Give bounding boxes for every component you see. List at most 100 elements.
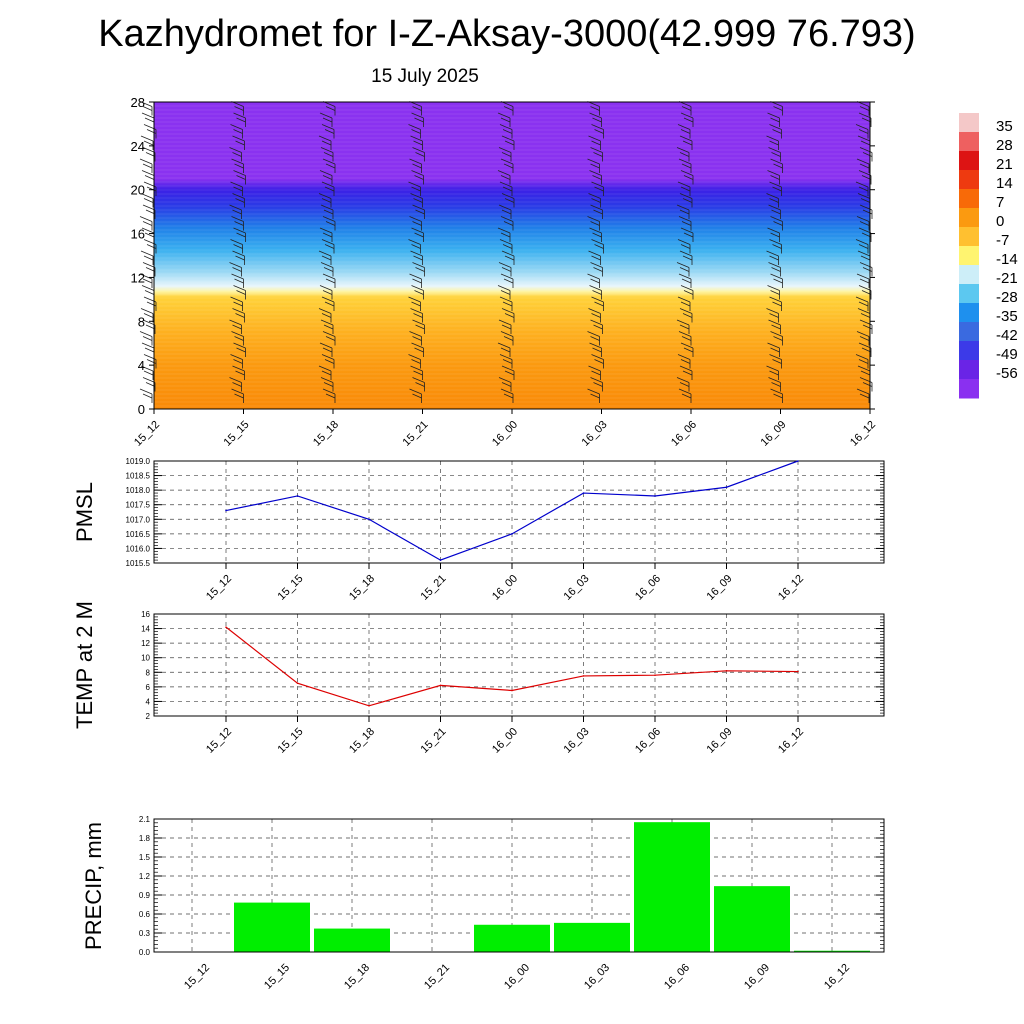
colorbar-swatch	[959, 132, 979, 152]
x-tick-label: 16_12	[776, 726, 806, 756]
x-tick-label: 15_18	[311, 419, 341, 449]
y-tick-label: 4	[138, 358, 145, 373]
colorbar-label: -7	[996, 232, 1009, 249]
y-tick-label: 0.0	[139, 948, 151, 957]
x-tick-label: 15_15	[276, 726, 306, 756]
bar	[794, 950, 870, 952]
data-point	[296, 495, 299, 497]
y-tick-label: 24	[131, 139, 145, 154]
colorbar-swatch	[959, 265, 979, 285]
data-point	[725, 486, 728, 489]
x-tick-label: 15_12	[204, 726, 234, 756]
colorbar-swatch	[959, 113, 979, 133]
y-tick-label: 1018.0	[126, 486, 151, 495]
x-tick-label: 16_00	[490, 726, 520, 756]
colorbar: 35 28 21 14 7 0 -7 -14 -21 -28 -35 -42 -49 -56	[959, 113, 1018, 399]
x-tick-label: 16_12	[822, 962, 852, 992]
colorbar-label: 7	[996, 194, 1004, 211]
temp-panel: 2 4 6 8 10 12 14 16 15_12 15_15 15_18 15_21 16_00 16_…	[72, 601, 885, 756]
y-tick-label: 2.1	[139, 815, 151, 824]
data-point	[654, 495, 656, 497]
colorbar-label: 35	[996, 118, 1013, 135]
heatmap-panel: 0 4 8 12 16 20 24 28 15_12 15_15 15_18 15_21 16_00 16…	[131, 95, 879, 449]
x-tick-label: 16_03	[562, 726, 592, 756]
y-tick-label: 1016.0	[126, 544, 151, 553]
x-tick-label: 16_09	[705, 573, 735, 603]
data-point	[797, 670, 799, 673]
x-tick-label: 15_18	[347, 573, 377, 603]
data-point	[368, 518, 370, 521]
bar	[474, 924, 550, 952]
y-tick-label: 1.5	[139, 853, 151, 862]
plot-area	[154, 614, 884, 716]
colorbar-label: -56	[996, 365, 1018, 382]
colorbar-swatch	[959, 284, 979, 304]
bar	[234, 902, 310, 952]
y-tick-label: 0.3	[139, 929, 151, 938]
y-tick-label: 4	[146, 697, 151, 706]
x-tick-label: 15_18	[342, 962, 372, 992]
data-point	[654, 674, 656, 676]
x-tick-label: 16_06	[669, 419, 699, 449]
colorbar-label: -35	[996, 308, 1018, 325]
x-tick-label: 16_06	[662, 962, 692, 992]
data-point	[439, 684, 442, 687]
colorbar-label: 21	[996, 156, 1013, 173]
colorbar-swatch	[959, 246, 979, 266]
colorbar-swatch	[959, 360, 979, 380]
x-tick-label: 15_12	[132, 419, 162, 449]
colorbar-swatch	[959, 379, 979, 399]
y-tick-label: 12	[131, 270, 145, 285]
y-tick-label: 1.8	[139, 834, 151, 843]
chart-title: Kazhydromet for I-Z-Aksay-3000(42.999 76…	[98, 13, 916, 55]
pmsl-panel: 1015.5 1016.0 1016.5 1017.0 1017.5 1018.0 1018…	[72, 457, 885, 603]
wind-barb-column	[229, 101, 246, 403]
y-tick-label: 0.9	[139, 891, 151, 900]
data-point	[797, 460, 799, 462]
y-tick-label: 0	[138, 402, 145, 417]
wind-barb-column	[408, 101, 425, 403]
colorbar-label: 14	[996, 175, 1013, 192]
x-tick-label: 15_12	[182, 962, 212, 992]
colorbar-swatch	[959, 208, 979, 228]
x-tick-label: 16_06	[633, 726, 663, 756]
data-point	[368, 705, 370, 707]
y-axis-label: PMSL	[72, 482, 97, 542]
data-point	[511, 689, 513, 692]
y-tick-label: 1015.5	[126, 559, 151, 568]
y-tick-label: 6	[146, 683, 151, 692]
y-tick-label: 28	[131, 95, 145, 110]
colorbar-label: -28	[996, 289, 1018, 306]
y-tick-label: 20	[131, 183, 145, 198]
x-tick-label: 16_09	[705, 726, 735, 756]
x-tick-label: 15_21	[422, 962, 452, 992]
x-tick-label: 16_12	[848, 419, 878, 449]
y-tick-label: 1016.5	[126, 530, 151, 539]
x-tick-label: 15_21	[419, 573, 449, 603]
x-tick-label: 16_09	[759, 419, 789, 449]
colorbar-label: 0	[996, 213, 1004, 230]
bar	[634, 822, 710, 952]
colorbar-swatch	[959, 322, 979, 342]
y-tick-label: 16	[131, 227, 145, 242]
data-point	[582, 492, 585, 494]
wind-barb-column	[318, 101, 336, 403]
x-tick-label: 15_15	[276, 573, 306, 603]
y-tick-label: 1017.5	[126, 501, 151, 510]
colorbar-label: -21	[996, 270, 1018, 287]
x-tick-label: 16_03	[580, 419, 610, 449]
x-tick-label: 15_15	[262, 962, 292, 992]
colorbar-swatch	[959, 303, 979, 323]
x-tick-label: 15_18	[347, 726, 377, 756]
bar	[314, 928, 390, 952]
y-tick-label: 16	[141, 610, 150, 619]
wind-barb-column	[497, 101, 515, 403]
colorbar-swatch	[959, 170, 979, 190]
y-axis-label: TEMP at 2 M	[72, 601, 97, 729]
y-tick-label: 1018.5	[126, 472, 151, 481]
y-tick-label: 1019.0	[126, 457, 151, 466]
data-point	[511, 533, 513, 535]
y-tick-label: 1017.0	[126, 515, 151, 524]
plot-frame	[153, 613, 885, 717]
x-tick-label: 16_03	[582, 962, 612, 992]
